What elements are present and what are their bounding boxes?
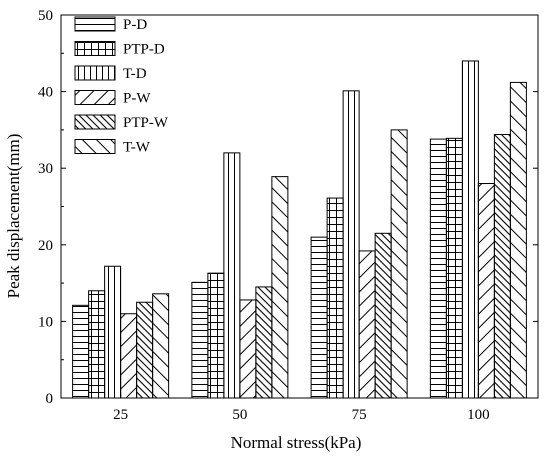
x-tick-label: 100 <box>467 407 490 423</box>
bar-ptp-w-50 <box>255 286 273 399</box>
y-tick-label: 50 <box>38 8 53 24</box>
bar-t-w-25 <box>152 293 170 399</box>
legend-label-p-w: P-W <box>123 91 151 107</box>
bar-ptp-d-25 <box>88 290 106 399</box>
legend-swatch-ptp-d <box>74 41 116 56</box>
bar-t-d-50 <box>223 152 241 399</box>
axes: 0 10 20 30 40 50 25 50 75 100 <box>38 8 539 423</box>
bar-p-d-75 <box>310 236 328 399</box>
legend-swatch-t-d <box>74 65 116 81</box>
legend-label-ptp-w: PTP-W <box>123 115 169 131</box>
bars <box>72 60 527 399</box>
legend: P-D PTP-D T-D P-W PTP-W T-W <box>74 16 169 156</box>
bar-ptp-d-75 <box>326 197 344 399</box>
bar-p-w-100 <box>477 183 495 399</box>
bar-ptp-w-75 <box>374 232 392 399</box>
bar-ptp-d-50 <box>207 272 225 399</box>
y-tick-label: 10 <box>38 314 53 330</box>
y-tick-label: 20 <box>38 238 53 254</box>
x-tick-label: 25 <box>113 407 128 423</box>
legend-swatch-p-w <box>74 90 116 105</box>
legend-label-t-d: T-D <box>123 66 147 82</box>
bar-t-d-25 <box>104 265 122 399</box>
legend-swatch-t-w <box>74 139 116 154</box>
bar-t-w-75 <box>390 129 408 399</box>
legend-label-p-d: P-D <box>123 17 147 33</box>
legend-swatch-p-d <box>74 16 116 32</box>
bar-t-w-100 <box>509 81 527 399</box>
bar-p-w-50 <box>239 299 257 399</box>
bar-p-d-100 <box>429 138 447 399</box>
y-axis-title: Peak displacement(mm) <box>4 134 23 299</box>
legend-label-ptp-d: PTP-D <box>123 42 165 58</box>
x-axis-title: Normal stress(kPa) <box>231 433 362 452</box>
y-tick-label: 0 <box>46 391 54 407</box>
bar-p-d-25 <box>72 304 90 399</box>
bar-t-d-100 <box>461 60 479 399</box>
legend-label-t-w: T-W <box>123 140 151 156</box>
x-tick-label: 50 <box>232 407 247 423</box>
bar-p-w-25 <box>120 313 138 399</box>
y-tick-label: 40 <box>38 85 53 101</box>
legend-swatch-ptp-w <box>74 114 116 130</box>
bar-ptp-w-100 <box>493 133 511 399</box>
bar-t-w-50 <box>271 176 289 399</box>
y-tick-label: 30 <box>38 161 53 177</box>
x-tick-label: 75 <box>352 407 367 423</box>
bar-ptp-w-25 <box>136 301 154 399</box>
bar-t-d-75 <box>342 90 360 399</box>
bar-p-d-50 <box>191 281 209 399</box>
bar-ptp-d-100 <box>445 137 463 399</box>
bar-p-w-75 <box>358 250 376 399</box>
